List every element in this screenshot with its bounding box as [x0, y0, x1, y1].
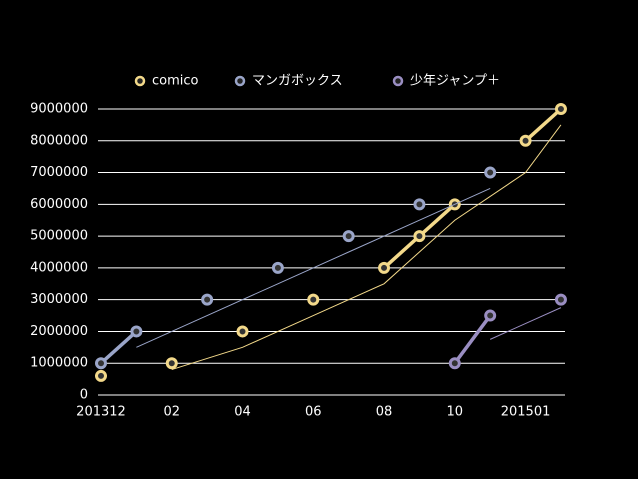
x-tick-label: 04 [234, 405, 251, 420]
y-tick-label: 9000000 [30, 102, 88, 117]
legend-marker [234, 75, 246, 87]
legend-label: 少年ジャンプ＋ [410, 74, 500, 89]
y-tick-label: 6000000 [30, 197, 88, 212]
data-point [95, 369, 107, 382]
data-point [413, 198, 426, 211]
data-point [165, 357, 178, 370]
x-tick-label: 201501 [501, 405, 551, 420]
y-tick-label: 2000000 [30, 324, 88, 339]
data-point [554, 293, 567, 306]
data-point [271, 261, 284, 274]
y-tick-label: 4000000 [30, 260, 88, 275]
y-tick-label: 3000000 [30, 292, 88, 307]
y-tick-label: 1000000 [30, 356, 88, 371]
data-point [484, 309, 497, 322]
data-point [307, 293, 320, 306]
trend-line [489, 307, 562, 340]
y-tick-label: 8000000 [30, 133, 88, 148]
data-point [519, 134, 532, 147]
legend-label: マンガボックス [252, 74, 343, 89]
y-tick-label: 0 [80, 388, 88, 403]
x-tick-label: 10 [447, 405, 464, 420]
legend-marker [392, 75, 404, 87]
x-tick-label: 02 [163, 405, 180, 420]
y-tick-label: 5000000 [30, 229, 88, 244]
data-point [413, 230, 426, 243]
data-point [201, 293, 214, 306]
y-tick-label: 7000000 [30, 165, 88, 180]
trend-line [136, 187, 491, 348]
data-point [554, 103, 567, 115]
x-tick-label: 201312 [76, 405, 126, 420]
x-tick-label: 06 [305, 405, 322, 420]
data-point [378, 261, 391, 274]
data-point [130, 325, 143, 338]
data-point [95, 357, 107, 370]
legend-label: comico [152, 74, 199, 89]
data-point [448, 357, 461, 370]
data-point [484, 166, 497, 179]
data-point [342, 230, 355, 243]
trend-line [171, 124, 562, 371]
x-tick-label: 08 [376, 405, 393, 420]
data-point [236, 325, 249, 338]
legend-marker [134, 75, 146, 87]
